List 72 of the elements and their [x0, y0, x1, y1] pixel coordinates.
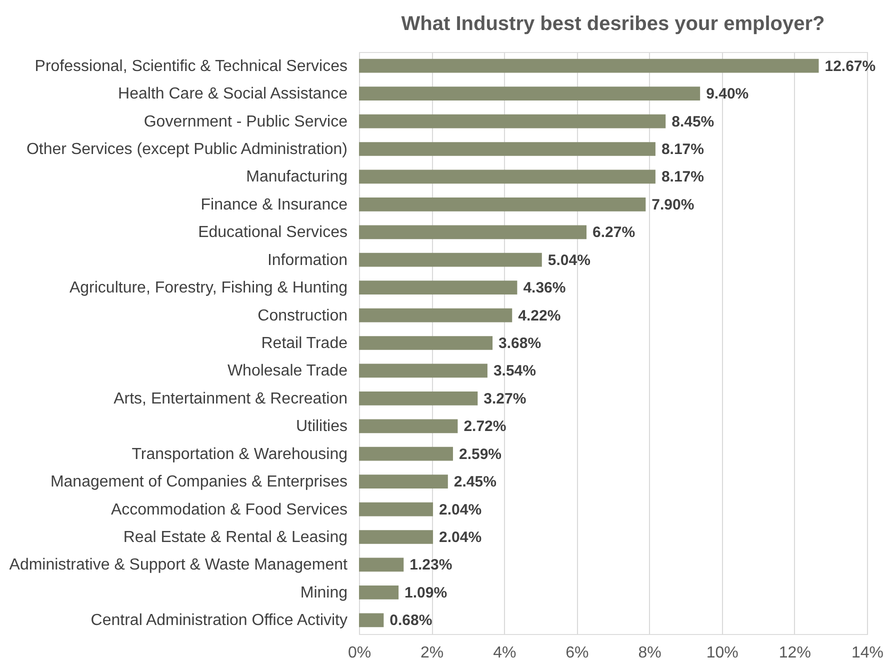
y-tick-label: Utilities — [296, 418, 348, 436]
bar — [359, 392, 478, 406]
bar — [359, 530, 434, 544]
data-label: 3.54% — [493, 362, 536, 380]
bar — [359, 280, 518, 294]
x-tick-label: 8% — [638, 644, 662, 662]
data-label: 7.90% — [652, 196, 694, 214]
y-tick-label: Management of Companies & Enterprises — [50, 474, 348, 491]
chart-title: What Industry best desribes your employer? — [401, 13, 825, 35]
data-label: 0.68% — [390, 612, 432, 630]
data-label: 12.67% — [824, 58, 876, 75]
x-tick-label: 14% — [851, 644, 884, 662]
y-tick-label: Central Administration Office Activity — [90, 612, 348, 630]
x-tick-label: 2% — [420, 644, 444, 662]
y-tick-label: Construction — [258, 307, 348, 324]
y-tick-label: Information — [267, 252, 348, 269]
y-tick-label: Administrative & Support & Waste Management — [9, 556, 348, 574]
y-tick-label: Professional, Scientific & Technical Services — [34, 58, 348, 75]
x-tick-label: 10% — [706, 644, 738, 662]
data-label: 4.36% — [523, 280, 566, 297]
data-label: 8.17% — [661, 141, 704, 158]
bar — [359, 308, 512, 322]
data-label: 3.27% — [484, 390, 526, 408]
y-tick-label: Agriculture, Forestry, Fishing & Hunting — [69, 280, 348, 297]
bar — [359, 114, 666, 128]
bar — [359, 558, 404, 572]
y-tick-label: Other Services (except Public Administration) — [26, 141, 348, 158]
bar — [359, 252, 542, 267]
y-tick-label: Wholesale Trade — [227, 362, 348, 380]
data-label: 2.72% — [464, 418, 506, 436]
bar — [359, 364, 488, 378]
bar — [359, 474, 448, 488]
bar — [359, 446, 453, 461]
data-label: 2.04% — [439, 501, 482, 518]
y-tick-label: Accommodation & Food Services — [110, 501, 348, 518]
data-label: 8.17% — [661, 168, 704, 186]
bar — [359, 198, 646, 212]
data-label: 1.23% — [410, 556, 452, 574]
data-label: 5.04% — [548, 252, 590, 269]
y-tick-label: Mining — [300, 584, 348, 602]
data-label: 9.40% — [706, 86, 749, 103]
x-tick-label: 0% — [348, 644, 372, 662]
bar — [359, 58, 819, 73]
bar — [359, 613, 384, 628]
bar — [359, 419, 458, 434]
x-tick-label: 12% — [778, 644, 811, 662]
data-label: 2.04% — [439, 529, 482, 546]
y-tick-label: Arts, Entertainment & Recreation — [114, 390, 348, 408]
y-tick-label: Educational Services — [198, 224, 348, 242]
x-tick-label: 4% — [493, 644, 516, 662]
data-label: 4.22% — [518, 307, 561, 324]
data-label: 2.59% — [458, 446, 502, 463]
bar — [359, 225, 587, 240]
data-label: 1.09% — [404, 584, 448, 602]
bar — [359, 586, 399, 600]
bar — [359, 86, 700, 100]
bar — [359, 142, 656, 156]
data-label: 3.68% — [498, 335, 542, 352]
y-tick-label: Transportation & Warehousing — [132, 446, 348, 463]
data-label: 6.27% — [592, 224, 636, 242]
y-tick-label: Real Estate & Rental & Leasing — [123, 529, 348, 546]
x-tick-label: 6% — [566, 644, 589, 662]
y-tick-label: Retail Trade — [261, 335, 348, 352]
y-tick-label: Government - Public Service — [144, 113, 348, 130]
bar — [359, 336, 493, 350]
y-tick-label: Manufacturing — [246, 168, 348, 186]
data-label: 2.45% — [454, 474, 496, 491]
y-tick-label: Finance & Insurance — [200, 196, 348, 214]
data-label: 8.45% — [672, 113, 714, 130]
bar — [359, 170, 656, 184]
bar — [359, 502, 434, 516]
y-tick-label: Health Care & Social Assistance — [118, 86, 348, 103]
